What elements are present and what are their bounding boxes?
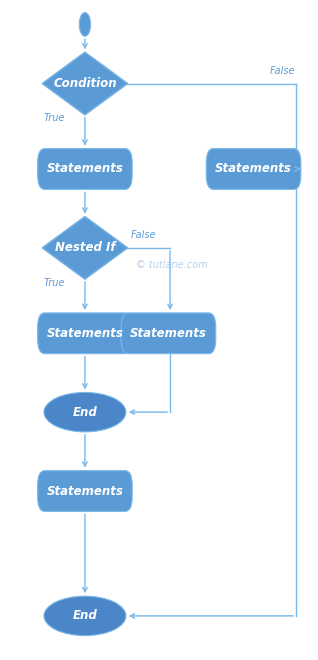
Circle shape: [79, 13, 91, 36]
Text: Condition: Condition: [53, 77, 117, 90]
FancyBboxPatch shape: [121, 313, 216, 354]
FancyBboxPatch shape: [206, 148, 301, 189]
Text: © tutlane.com: © tutlane.com: [136, 259, 207, 269]
Text: Statements: Statements: [46, 484, 123, 498]
Text: False: False: [269, 66, 295, 76]
Text: End: End: [73, 609, 97, 622]
FancyBboxPatch shape: [38, 471, 132, 512]
FancyBboxPatch shape: [38, 313, 132, 354]
Text: True: True: [44, 278, 65, 288]
Text: Statements: Statements: [46, 327, 123, 340]
Ellipse shape: [44, 596, 126, 636]
Ellipse shape: [44, 393, 126, 432]
FancyBboxPatch shape: [38, 148, 132, 189]
Text: True: True: [44, 114, 65, 123]
Text: Statements: Statements: [46, 162, 123, 176]
Polygon shape: [42, 216, 128, 279]
Text: Nested If: Nested If: [55, 242, 115, 254]
Text: Statements: Statements: [130, 327, 207, 340]
Text: End: End: [73, 406, 97, 418]
Text: False: False: [131, 230, 156, 240]
Text: Statements: Statements: [215, 162, 292, 176]
Polygon shape: [42, 52, 128, 115]
